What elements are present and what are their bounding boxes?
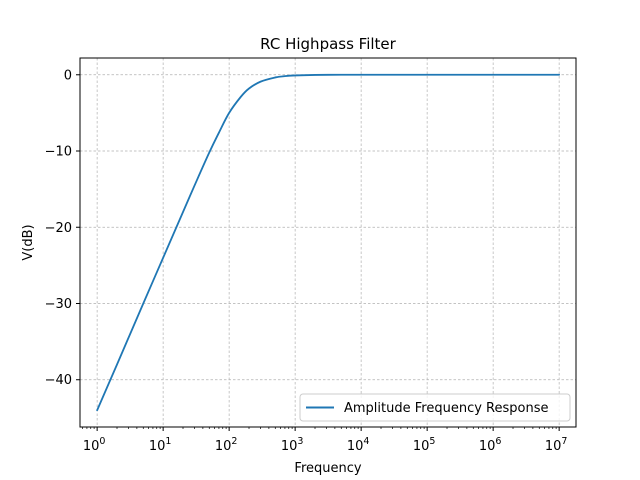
x-tick-label: 100 — [83, 436, 106, 454]
x-tick-label: 107 — [545, 436, 568, 454]
y-tick-label: −10 — [45, 145, 72, 160]
series-layer — [96, 73, 561, 412]
ticks: 100 101 102 103 104 105 106 107 0 −10 −20 −30 −40 — [45, 68, 568, 454]
x-tick-label: 104 — [347, 436, 370, 454]
chart-title: RC Highpass Filter — [260, 35, 396, 53]
x-tick-label: 101 — [149, 436, 172, 454]
y-tick-label: 0 — [64, 68, 72, 83]
y-tick-label: −30 — [45, 297, 72, 312]
y-tick-label: −40 — [45, 373, 72, 388]
x-tick-label: 105 — [413, 436, 436, 454]
legend: Amplitude Frequency Response — [299, 393, 571, 422]
legend-box — [299, 393, 571, 422]
x-axis-title: Frequency — [294, 461, 361, 476]
x-tick-label: 102 — [215, 436, 238, 454]
y-tick-label: −20 — [45, 221, 72, 236]
legend-label: Amplitude Frequency Response — [344, 401, 548, 416]
series-line — [96, 73, 561, 412]
x-tick-label: 106 — [479, 436, 502, 454]
x-tick-label: 103 — [281, 436, 304, 454]
y-axis-title: V(dB) — [21, 224, 36, 260]
plot-frame — [79, 57, 577, 428]
